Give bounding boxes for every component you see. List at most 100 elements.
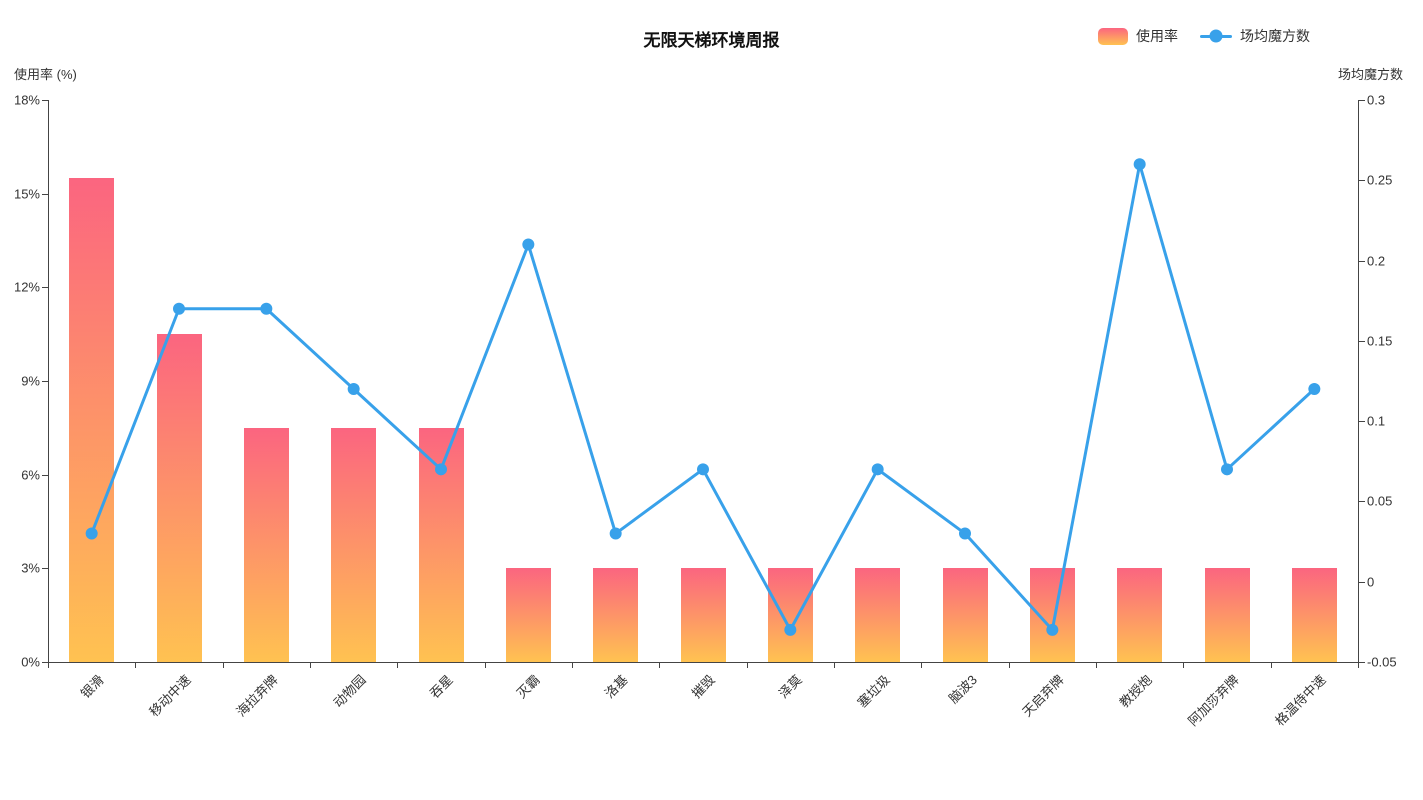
line-point[interactable] xyxy=(784,623,797,636)
right-axis-tick-label: 0.25 xyxy=(1367,172,1393,188)
line-point[interactable] xyxy=(85,527,98,540)
right-axis-tick-label: 0.15 xyxy=(1367,333,1393,349)
left-axis-tick-mark xyxy=(42,100,48,101)
left-axis-tick-mark xyxy=(42,568,48,570)
usage-rate-bar[interactable] xyxy=(680,568,726,662)
left-axis-tick-mark xyxy=(42,287,48,289)
x-axis-label: 天启弃牌 xyxy=(1019,672,1068,720)
usage-rate-bar[interactable] xyxy=(331,427,377,662)
x-axis-label: 摧毁 xyxy=(688,672,718,702)
x-axis-label: 阿加莎弃牌 xyxy=(1185,672,1242,729)
x-axis-label: 教授炮 xyxy=(1116,672,1155,711)
usage-rate-bar[interactable] xyxy=(855,568,901,662)
right-axis-tick-mark xyxy=(1359,180,1365,182)
x-axis-tick-mark xyxy=(135,663,137,668)
legend-label-avg-cubes: 场均魔方数 xyxy=(1240,28,1310,44)
usage-rate-bar[interactable] xyxy=(69,178,115,662)
left-axis-tick-label: 15% xyxy=(13,186,40,202)
chart-title: 无限天梯环境周报 xyxy=(643,31,780,50)
right-axis-tick-label: 0.05 xyxy=(1367,493,1393,509)
x-axis-label: 泽莫 xyxy=(776,672,806,702)
avg-cubes-line xyxy=(90,162,1316,632)
left-axis-title: 使用率 (%) xyxy=(14,67,77,82)
legend-label-usage-rate: 使用率 xyxy=(1136,28,1178,44)
left-axis-tick-label: 12% xyxy=(13,279,40,295)
right-axis-tick-mark xyxy=(1359,100,1365,101)
usage-rate-bar[interactable] xyxy=(1117,568,1163,662)
x-axis-tick-mark xyxy=(921,663,923,668)
line-point[interactable] xyxy=(435,463,447,476)
right-axis-tick-mark xyxy=(1359,340,1365,342)
usage-rate-bar[interactable] xyxy=(243,427,289,662)
x-axis-tick-mark xyxy=(310,663,311,668)
avg-cubes-line-layer xyxy=(85,158,1321,636)
usage-rate-bar[interactable] xyxy=(593,568,639,662)
line-point[interactable] xyxy=(1133,158,1146,171)
x-axis-tick-mark xyxy=(1096,663,1097,668)
line-point[interactable] xyxy=(1308,383,1321,396)
left-axis-tick-label: 0% xyxy=(21,654,40,670)
left-axis-tick-label: 9% xyxy=(21,373,40,389)
x-axis-tick-mark xyxy=(659,663,661,668)
legend-item-avg-cubes[interactable]: 场均魔方数 xyxy=(1200,26,1310,46)
x-axis-label: 移动中速 xyxy=(146,672,194,720)
right-axis-tick-label: 0.1 xyxy=(1367,413,1386,429)
usage-rate-bar[interactable] xyxy=(942,568,988,662)
usage-rate-bar[interactable] xyxy=(1291,568,1337,662)
left-axis-tick-mark xyxy=(42,474,48,476)
x-axis-label: 吞星 xyxy=(426,672,456,702)
x-axis-tick-mark xyxy=(48,663,49,668)
right-axis-tick-mark xyxy=(1359,662,1365,663)
left-axis-tick-mark xyxy=(42,193,48,195)
line-point[interactable] xyxy=(260,302,273,315)
left-axis-tick-mark xyxy=(42,381,48,382)
x-axis-label: 动物园 xyxy=(330,672,369,711)
x-axis-tick-mark xyxy=(746,663,748,668)
right-axis-tick-mark xyxy=(1359,581,1365,583)
right-axis-line xyxy=(1358,100,1359,662)
usage-rate-bar[interactable] xyxy=(505,568,551,662)
x-axis-tick-mark xyxy=(1183,663,1185,668)
x-axis-tick-mark xyxy=(397,663,399,668)
line-point[interactable] xyxy=(1221,463,1233,476)
x-axis-tick-mark xyxy=(484,663,486,668)
x-axis-label: 灭霸 xyxy=(514,672,544,702)
left-axis-tick-label: 3% xyxy=(21,560,40,576)
x-axis-label: 银滑 xyxy=(77,672,107,702)
bar-series-swatch-icon xyxy=(1098,27,1128,45)
x-axis-tick-mark xyxy=(222,663,224,668)
left-axis-tick-mark xyxy=(42,662,48,663)
right-axis-tick-label: -0.05 xyxy=(1367,654,1397,670)
x-axis-tick-mark xyxy=(834,663,835,668)
line-point[interactable] xyxy=(173,302,185,315)
line-series-swatch-icon xyxy=(1200,29,1232,43)
right-axis-tick-mark xyxy=(1359,501,1365,503)
right-axis-tick-label: 0.3 xyxy=(1367,92,1386,108)
x-axis-label: 洛基 xyxy=(601,672,631,702)
x-axis-label: 海拉弃牌 xyxy=(233,672,282,720)
x-axis-tick-mark xyxy=(1270,663,1272,668)
line-point[interactable] xyxy=(871,463,884,476)
usage-rate-bar[interactable] xyxy=(156,334,202,662)
line-point[interactable] xyxy=(697,463,709,476)
usage-rate-bar[interactable] xyxy=(1204,568,1250,662)
line-point[interactable] xyxy=(522,238,535,251)
right-axis-tick-label: 0.2 xyxy=(1367,253,1386,269)
x-axis-tick-mark xyxy=(1358,663,1359,668)
left-axis-tick-label: 18% xyxy=(13,92,40,108)
x-axis-label: 塞垃圾 xyxy=(854,672,893,711)
right-axis-tick-mark xyxy=(1359,421,1365,423)
line-point[interactable] xyxy=(609,527,622,540)
right-axis-tick-mark xyxy=(1359,260,1365,262)
line-point[interactable] xyxy=(959,527,971,540)
legend: 使用率 场均魔方数 xyxy=(1098,26,1310,46)
right-axis-tick-label: 0 xyxy=(1367,574,1375,590)
left-axis-line xyxy=(48,100,49,662)
x-axis-label: 脑波3 xyxy=(945,672,980,707)
x-axis-line xyxy=(48,662,1359,663)
line-point[interactable] xyxy=(347,383,360,396)
usage-rate-bar[interactable] xyxy=(767,568,813,662)
line-point[interactable] xyxy=(1046,623,1059,636)
legend-item-usage-rate[interactable]: 使用率 xyxy=(1098,26,1178,46)
